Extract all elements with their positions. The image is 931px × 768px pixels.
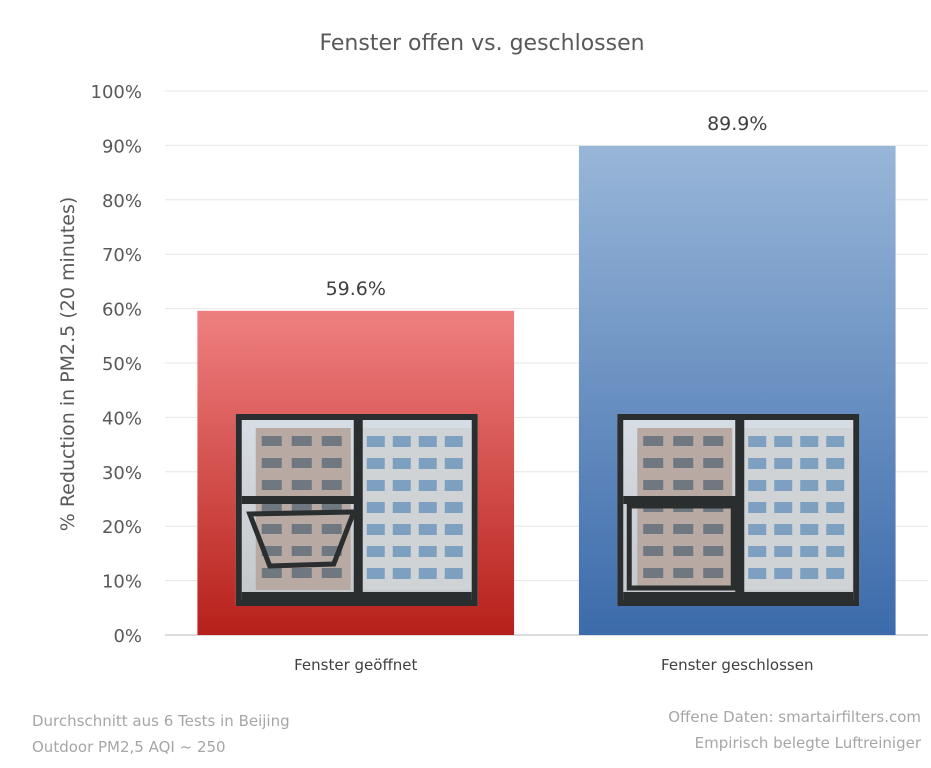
footnote-aqi: Outdoor PM2,5 AQI ~ 250 [32,738,226,756]
bar-chart: Fenster offen vs. geschlossen % Reductio… [57,31,928,674]
footnote-left: Durchschnitt aus 6 Tests in Beijing Outd… [32,708,290,760]
y-tick-label: 10% [102,572,142,593]
y-tick-label: 70% [102,245,142,266]
footnote-test-count: Durchschnitt aus 6 Tests in Beijing [32,712,290,730]
y-tick-label: 0% [113,626,142,647]
footnote-right: Offene Daten: smartairfilters.com Empiri… [668,704,921,756]
y-tick-label: 60% [102,300,142,321]
y-tick-label: 20% [102,517,142,538]
data-label: 59.6% [326,278,386,300]
y-tick-label: 80% [102,191,142,212]
x-tick-label: Fenster geöffnet [294,656,417,674]
y-axis-label: % Reduction in PM2.5 (20 minutes) [57,197,79,532]
open-window-photo [235,414,478,606]
y-tick-label: 40% [102,408,142,429]
y-tick-label: 90% [102,136,142,157]
data-label: 89.9% [707,113,767,135]
y-tick-label: 100% [91,82,142,103]
y-tick-label: 30% [102,463,142,484]
footnote-source: Offene Daten: smartairfilters.com [668,708,921,726]
closed-window-photo [617,414,860,606]
y-tick-label: 50% [102,354,142,375]
chart-title: Fenster offen vs. geschlossen [319,31,644,56]
footnote-brand: Empirisch belegte Luftreiniger [694,734,921,752]
x-tick-label: Fenster geschlossen [661,656,813,674]
